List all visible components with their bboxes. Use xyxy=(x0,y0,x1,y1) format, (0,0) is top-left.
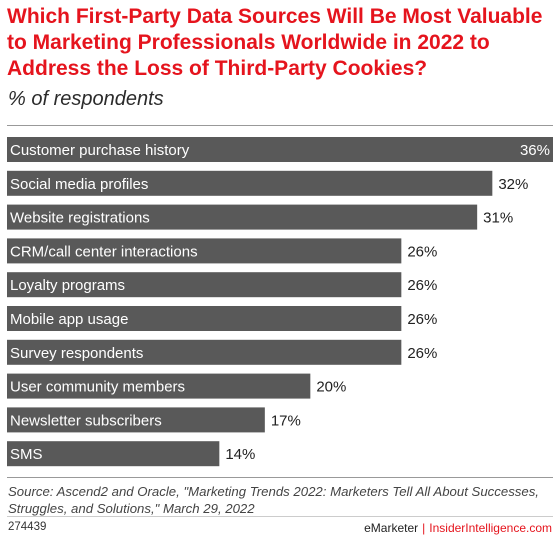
footer-divider xyxy=(7,516,553,517)
bar xyxy=(7,306,402,331)
value-label: 36% xyxy=(520,142,550,159)
category-label: Social media profiles xyxy=(10,176,148,193)
value-label: 26% xyxy=(407,277,437,294)
bar-group: Survey respondents 26% xyxy=(7,339,437,365)
category-label: Mobile app usage xyxy=(10,311,128,328)
value-label: 20% xyxy=(316,379,346,396)
brand-separator: | xyxy=(422,521,426,535)
category-label: SMS xyxy=(10,446,43,463)
value-label: 17% xyxy=(271,412,301,429)
category-label: Newsletter subscribers xyxy=(10,412,162,429)
footer-brand: eMarketer | InsiderIntelligence.com xyxy=(364,521,552,535)
value-label: 26% xyxy=(407,345,437,362)
category-label: CRM/call center interactions xyxy=(10,243,198,260)
chart-id: 274439 xyxy=(8,521,47,533)
category-label: Survey respondents xyxy=(10,345,143,362)
top-divider xyxy=(7,125,553,126)
bar xyxy=(7,407,265,433)
bar-group: Newsletter subscribers 17% xyxy=(7,407,301,433)
bar-group: Mobile app usage 26% xyxy=(7,306,437,331)
value-label: 32% xyxy=(498,176,528,193)
category-label: Loyalty programs xyxy=(10,277,125,294)
chart-subtitle: % of respondents xyxy=(8,88,164,110)
source-note: Source: Ascend2 and Oracle, "Marketing T… xyxy=(8,484,539,516)
category-label: Customer purchase history xyxy=(10,142,190,159)
chart-title: Which First-Party Data Sources Will Be M… xyxy=(7,5,543,80)
bar-group: SMS 14% xyxy=(7,441,255,467)
source-divider xyxy=(7,477,553,478)
value-label: 31% xyxy=(483,210,513,227)
brand-name: eMarketer xyxy=(364,521,419,535)
bar-group: Social media profiles 32% xyxy=(7,170,528,196)
bar xyxy=(7,339,402,365)
category-label: Website registrations xyxy=(10,210,150,227)
value-label: 26% xyxy=(407,311,437,328)
bar-group: Website registrations 31% xyxy=(7,204,513,230)
bar xyxy=(7,272,402,298)
bar xyxy=(7,170,493,196)
bar xyxy=(7,204,478,230)
bar-group: Customer purchase history 36% xyxy=(7,137,553,162)
bar-group: Loyalty programs 26% xyxy=(7,272,437,298)
bar xyxy=(7,238,402,264)
bar xyxy=(7,441,220,467)
bar xyxy=(7,137,553,162)
value-label: 26% xyxy=(407,243,437,260)
value-label: 14% xyxy=(225,446,255,463)
bar-group: User community members 20% xyxy=(7,373,346,399)
site-link[interactable]: InsiderIntelligence.com xyxy=(429,521,552,535)
bar-group: CRM/call center interactions 26% xyxy=(7,238,437,264)
bar xyxy=(7,373,311,399)
category-label: User community members xyxy=(10,379,185,396)
